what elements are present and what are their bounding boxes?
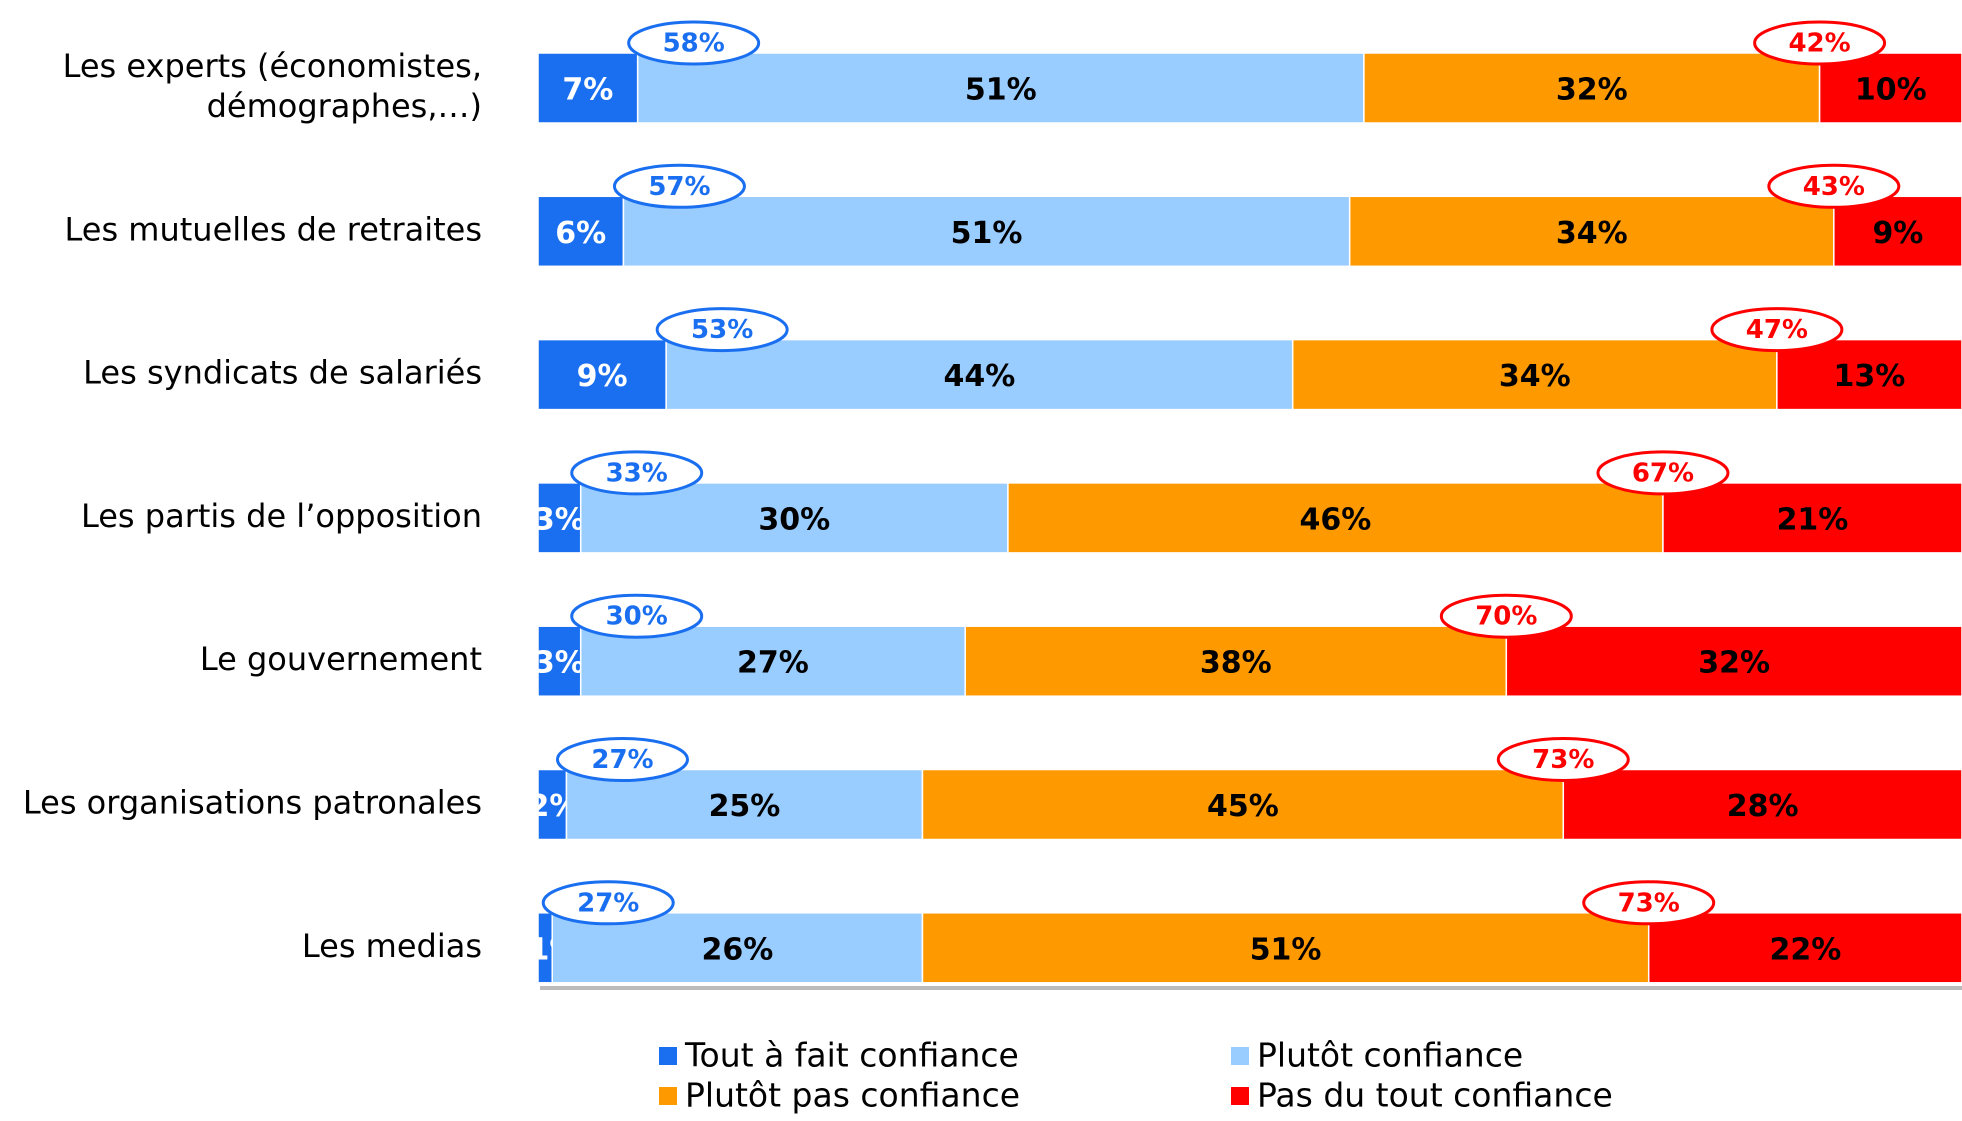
distrust-total: 70% <box>1475 602 1537 632</box>
value-label: 34% <box>1499 359 1571 394</box>
confidence-total: 27% <box>577 888 639 918</box>
bar-segment <box>964 625 1508 697</box>
bar-segment <box>1363 52 1821 124</box>
bar-segment <box>622 195 1351 268</box>
confidence-bubble <box>627 20 761 66</box>
value-label: 9% <box>577 359 628 394</box>
confidence-total: 57% <box>648 172 710 202</box>
distrust-bubble <box>1753 20 1887 66</box>
category-label: Les organisations patronales <box>23 784 482 822</box>
bar-segment <box>537 338 667 411</box>
bar-segment <box>1291 338 1778 411</box>
value-label: 3% <box>534 502 585 537</box>
confidence-bubble <box>612 163 746 209</box>
value-label: 32% <box>1556 73 1628 108</box>
confidence-bubble <box>555 737 689 782</box>
value-label: 34% <box>1556 216 1628 251</box>
value-label: 51% <box>951 216 1023 251</box>
legend-swatch <box>1231 1047 1249 1065</box>
value-label: 46% <box>1300 502 1372 537</box>
value-label: 10% <box>1855 73 1927 108</box>
distrust-bubble <box>1582 880 1716 926</box>
confidence-total: 33% <box>606 458 668 488</box>
category-label: Les syndicats de salariés <box>83 354 482 392</box>
value-label: 21% <box>1777 502 1849 537</box>
legend-swatch <box>659 1047 677 1065</box>
value-label: 44% <box>944 359 1016 394</box>
value-label: 32% <box>1698 646 1770 681</box>
legend-label: Tout à fait confiance <box>684 1036 1019 1075</box>
legend-swatch <box>1231 1087 1249 1105</box>
bar-segment <box>1562 768 1962 841</box>
category-label: Les partis de l’opposition <box>81 497 482 535</box>
distrust-total: 67% <box>1632 458 1694 488</box>
bar-segment <box>537 482 582 554</box>
confidence-total: 27% <box>591 745 653 775</box>
bar-segment <box>1662 482 1962 554</box>
confidence-bubble <box>570 450 704 496</box>
distrust-bubble <box>1439 593 1573 639</box>
value-label: 22% <box>1769 932 1841 967</box>
distrust-bubble <box>1767 163 1901 209</box>
distrust-total: 73% <box>1618 888 1680 918</box>
value-label: 38% <box>1200 646 1272 681</box>
confidence-bubble <box>655 307 789 353</box>
confidence-total: 53% <box>691 315 753 345</box>
value-label: 6% <box>555 216 606 251</box>
value-label: 3% <box>534 646 585 681</box>
legend-swatch <box>659 1087 677 1105</box>
value-label: 28% <box>1727 789 1799 824</box>
bar-segment <box>537 625 582 697</box>
confidence-bubble <box>541 880 675 926</box>
bar-segment <box>665 338 1294 411</box>
value-label: 9% <box>1872 216 1923 251</box>
distrust-bubble <box>1710 307 1844 353</box>
legend-label: Plutôt pas confiance <box>685 1076 1020 1115</box>
bar-segment <box>537 768 568 841</box>
bar-segment <box>537 195 625 268</box>
category-label: Les medias <box>302 927 482 965</box>
distrust-bubble <box>1496 737 1630 782</box>
confidence-bubble <box>570 593 704 639</box>
bar-segment <box>1007 482 1664 554</box>
bar-segment <box>636 52 1365 124</box>
value-label: 13% <box>1834 359 1906 394</box>
bar-segment <box>1505 625 1962 697</box>
value-label: 25% <box>709 789 781 824</box>
distrust-bubble <box>1596 450 1730 496</box>
value-label: 7% <box>562 73 613 108</box>
distrust-total: 73% <box>1532 745 1594 775</box>
legend-label: Plutôt confiance <box>1257 1036 1523 1075</box>
value-label: 45% <box>1207 789 1279 824</box>
value-label: 51% <box>1250 932 1322 967</box>
legend-label: Pas du tout confiance <box>1257 1076 1613 1115</box>
bar-segment <box>1776 338 1962 411</box>
value-label: 30% <box>758 502 830 537</box>
value-label: 51% <box>965 73 1037 108</box>
distrust-total: 43% <box>1803 172 1865 202</box>
confidence-total: 58% <box>663 29 725 59</box>
distrust-total: 47% <box>1746 315 1808 345</box>
value-label: 27% <box>737 646 809 681</box>
confidence-total: 30% <box>606 602 668 632</box>
category-label: Les experts (économistes, démographes,…) <box>63 47 482 125</box>
bar-segment <box>921 912 1650 984</box>
category-label: Le gouvernement <box>200 640 482 678</box>
value-label: 26% <box>701 932 773 967</box>
distrust-total: 42% <box>1788 29 1850 59</box>
category-label: Les mutuelles de retraites <box>65 210 483 248</box>
